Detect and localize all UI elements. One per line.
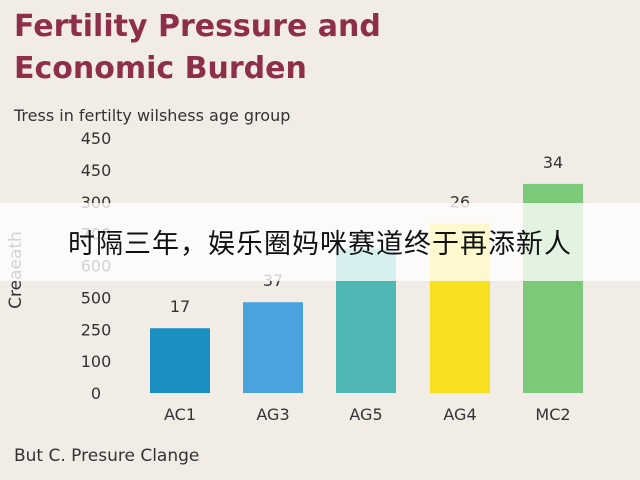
y-tick-label: 100 [81, 352, 112, 371]
x-tick-label: AG5 [349, 405, 382, 424]
data-label: 17 [170, 297, 190, 316]
bar-ac1 [150, 328, 210, 393]
data-label: 34 [543, 153, 563, 172]
x-tick-label: AG4 [443, 405, 476, 424]
caption-banner [0, 203, 640, 281]
title-line-1: Fertility Pressure and [14, 9, 381, 44]
y-tick-label: 450 [81, 161, 112, 180]
y-tick-label: 500 [81, 288, 112, 307]
bar-ag3 [243, 302, 303, 393]
footer-note: But C. Presure Clange [14, 446, 200, 466]
x-tick-label: AG3 [256, 405, 289, 424]
x-tick-group: AC1 AG3 AG5 AG4 MC2 [164, 405, 571, 424]
x-tick-label: AC1 [164, 405, 196, 424]
chart-title: Fertility Pressure and Economic Burden [14, 6, 614, 90]
title-line-2: Economic Burden [14, 51, 307, 86]
x-tick-label: MC2 [535, 405, 570, 424]
y-tick-label: 0 [91, 384, 101, 403]
chart-subtitle: Tress in fertilty wilshess age group [14, 106, 291, 125]
y-tick-label: 450 [81, 129, 112, 148]
caption-text: 时隔三年，娱乐圈妈咪赛道终于再添新人 [68, 229, 572, 260]
y-tick-label: 250 [81, 320, 112, 339]
